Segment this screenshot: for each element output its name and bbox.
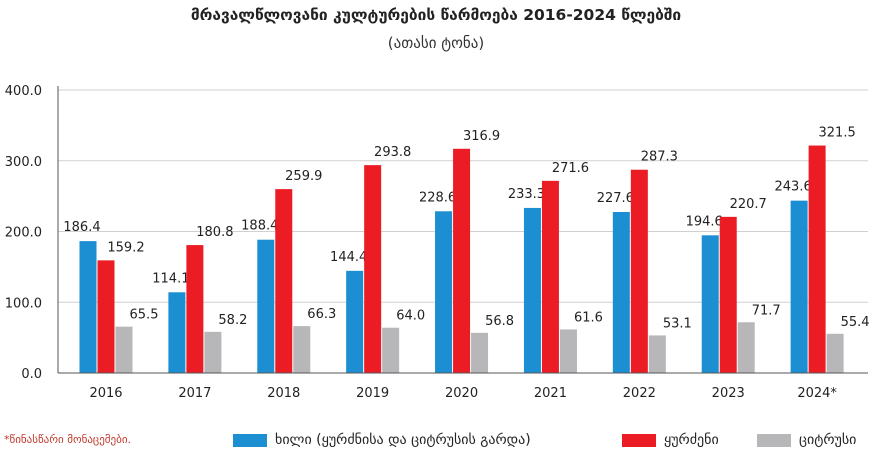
- data-label: 293.8: [374, 145, 411, 160]
- bar: [541, 180, 559, 373]
- bar: [737, 322, 755, 373]
- data-label: 144.4: [330, 250, 367, 265]
- bar: [523, 207, 541, 373]
- bar: [826, 333, 844, 373]
- data-label: 194.6: [686, 214, 723, 229]
- y-tick-label: 300.0: [5, 155, 42, 170]
- data-label: 259.9: [285, 169, 322, 184]
- data-label: 243.6: [775, 180, 812, 195]
- legend-swatch-grapes: [622, 433, 656, 447]
- bar: [364, 165, 382, 373]
- bar: [346, 270, 364, 373]
- bar: [648, 335, 666, 373]
- data-label: 56.8: [485, 314, 514, 329]
- bar: [612, 211, 630, 373]
- data-label: 233.3: [508, 187, 545, 202]
- legend-item-citrus: ციტრუსი: [757, 432, 856, 448]
- data-label: 53.1: [663, 316, 692, 331]
- data-label: 188.4: [241, 219, 278, 234]
- legend-swatch-fruits: [233, 433, 267, 447]
- chart-title: მრავალწლოვანი კულტურების წარმოება 2016-2…: [190, 6, 682, 24]
- data-label: 321.5: [819, 126, 856, 141]
- legend-label-citrus: ციტრუსი: [799, 432, 857, 448]
- chart-subtitle: (ათასი ტონა): [387, 34, 485, 52]
- bar: [453, 148, 471, 373]
- data-label: 114.1: [152, 271, 189, 286]
- legend-label-grapes: ყურძენი: [664, 432, 719, 448]
- bar: [186, 245, 204, 373]
- data-label: 287.3: [641, 150, 678, 165]
- data-label: 71.7: [752, 303, 781, 318]
- x-tick-label: 2019: [356, 386, 389, 401]
- bar: [559, 329, 577, 373]
- x-tick-label: 2017: [178, 386, 211, 401]
- x-tick-label: 2021: [534, 386, 567, 401]
- footnote: *წინასწარი მონაცემები.: [4, 433, 132, 446]
- data-label: 55.4: [841, 315, 870, 330]
- bar: [168, 292, 186, 373]
- bar: [257, 239, 275, 373]
- y-tick-label: 0.0: [21, 367, 42, 382]
- y-tick-label: 100.0: [5, 296, 42, 311]
- data-label: 186.4: [63, 220, 100, 235]
- bar: [701, 235, 719, 373]
- data-label: 228.6: [419, 190, 456, 205]
- bar: [382, 327, 400, 373]
- data-label: 65.5: [130, 308, 159, 323]
- data-label: 61.6: [574, 310, 603, 325]
- bar: [293, 326, 311, 373]
- x-tick-label: 2023: [712, 386, 745, 401]
- bar: [808, 145, 826, 373]
- x-tick-label: 2022: [623, 386, 656, 401]
- x-tick-label: 2020: [445, 386, 478, 401]
- bar: [204, 331, 222, 373]
- y-tick-label: 200.0: [5, 226, 42, 241]
- y-tick-label: 400.0: [5, 84, 42, 99]
- data-label: 227.6: [597, 191, 634, 206]
- data-label: 64.0: [396, 309, 425, 324]
- bar: [719, 216, 737, 373]
- x-tick-label: 2016: [89, 386, 122, 401]
- bar: [275, 189, 293, 373]
- bar: [630, 169, 648, 373]
- bar: [115, 326, 133, 373]
- bar-chart: 0.0 100.0 200.0 300.0 400.0 186.4 159.2 65.5 201…: [5, 84, 870, 401]
- legend-item-fruits: ხილი (ყურძნისა და ციტრუსის გარდა): [233, 432, 531, 448]
- data-label: 66.3: [307, 307, 336, 322]
- bar: [790, 200, 808, 373]
- bar: [471, 332, 489, 373]
- bar: [435, 211, 453, 373]
- legend-swatch-citrus: [757, 433, 791, 447]
- data-label: 316.9: [463, 129, 500, 144]
- x-tick-label: 2024*: [797, 386, 837, 401]
- bar: [97, 260, 115, 373]
- legend-item-grapes: ყურძენი: [622, 432, 719, 448]
- legend-label-fruits: ხილი (ყურძნისა და ციტრუსის გარდა): [275, 432, 531, 448]
- data-label: 271.6: [552, 161, 589, 176]
- data-label: 220.7: [730, 197, 767, 212]
- bar: [79, 241, 97, 373]
- data-label: 159.2: [107, 240, 144, 255]
- data-label: 180.8: [196, 225, 233, 240]
- data-label: 58.2: [218, 313, 247, 328]
- x-tick-label: 2018: [267, 386, 300, 401]
